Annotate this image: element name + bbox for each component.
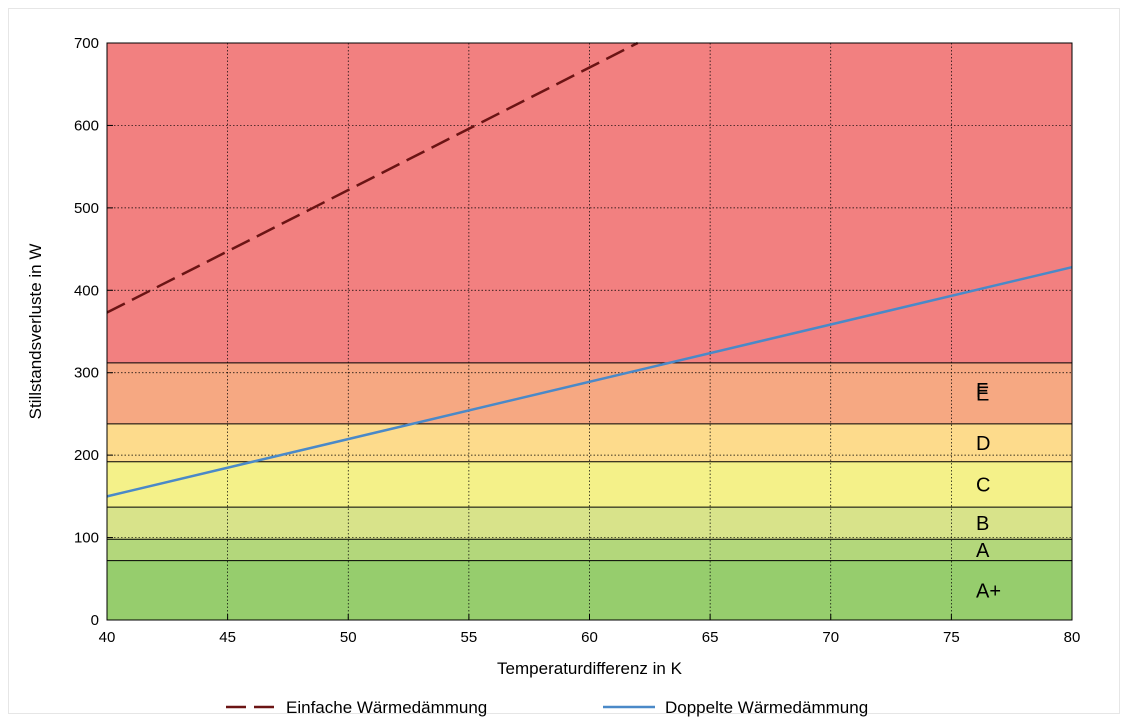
legend-label: Einfache Wärmedämmung — [286, 698, 487, 717]
band-label-c: C — [976, 474, 990, 496]
y-tick-label: 200 — [74, 447, 99, 464]
band-label-e: E — [976, 383, 989, 405]
x-tick-label: 55 — [461, 629, 478, 646]
y-tick-label: 300 — [74, 365, 99, 382]
x-tick-label: 45 — [219, 629, 236, 646]
y-tick-label: 0 — [91, 612, 99, 629]
chart-frame — [8, 8, 1120, 714]
band-label-a-plus: A+ — [976, 580, 1001, 602]
y-tick-label: 400 — [74, 282, 99, 299]
x-tick-label: 75 — [943, 629, 960, 646]
x-tick-label: 60 — [581, 629, 598, 646]
legend: Einfache Wärmedämmung Doppelte Wärmedämmu… — [226, 698, 868, 717]
band-label-f: F — [976, 380, 988, 402]
y-tick-label: 500 — [74, 200, 99, 217]
grid-layer — [107, 43, 1072, 620]
x-tick-label: 65 — [702, 629, 719, 646]
series-line-doppelte — [106, 265, 1073, 498]
x-axis-label: Temperaturdifferenz in K — [497, 659, 683, 678]
x-tick-label: 50 — [340, 629, 357, 646]
x-tick-label: 80 — [1064, 629, 1081, 646]
x-tick-label: 40 — [99, 629, 116, 646]
ticks-layer: 40 45 50 55 60 65 70 75 80 0 100 200 300 400 500 600 700 — [74, 35, 1080, 646]
band-a — [107, 539, 1072, 561]
x-tick-label: 70 — [822, 629, 839, 646]
band-label-d: D — [976, 433, 990, 455]
y-tick-label: 600 — [74, 117, 99, 134]
series-line-einfache — [106, 41, 639, 314]
legend-label: Doppelte Wärmedämmung — [665, 698, 868, 717]
band-f — [107, 43, 1072, 363]
series-layer — [106, 41, 1073, 498]
band-label-b: B — [976, 513, 989, 535]
y-tick-label: 700 — [74, 35, 99, 52]
band-lines-layer — [107, 362, 1072, 562]
y-tick-label: 100 — [74, 530, 99, 547]
y-axis-label: Stillstandsverluste in W — [26, 244, 45, 420]
band-label-a: A — [976, 540, 990, 562]
